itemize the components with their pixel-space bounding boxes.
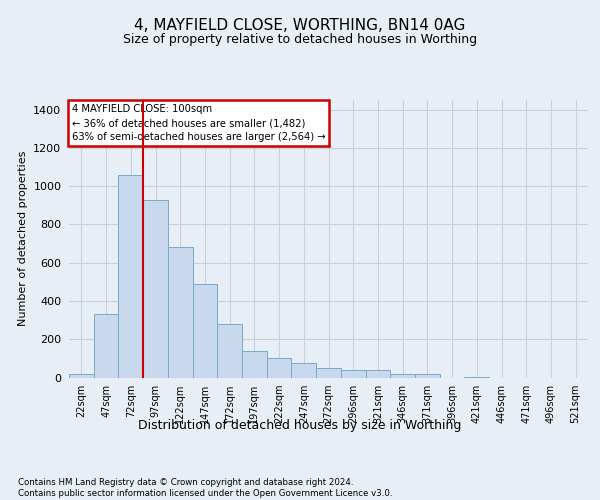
Bar	[69, 374, 94, 378]
Bar	[365, 370, 390, 378]
Text: Contains HM Land Registry data © Crown copyright and database right 2024.
Contai: Contains HM Land Registry data © Crown c…	[18, 478, 392, 498]
Bar	[217, 324, 242, 378]
Text: 4 MAYFIELD CLOSE: 100sqm
← 36% of detached houses are smaller (1,482)
63% of sem: 4 MAYFIELD CLOSE: 100sqm ← 36% of detach…	[71, 104, 325, 142]
Bar	[94, 314, 118, 378]
Bar	[464, 376, 489, 378]
Bar	[341, 370, 365, 378]
Bar	[390, 374, 415, 378]
Text: 4, MAYFIELD CLOSE, WORTHING, BN14 0AG: 4, MAYFIELD CLOSE, WORTHING, BN14 0AG	[134, 18, 466, 32]
Y-axis label: Number of detached properties: Number of detached properties	[17, 151, 28, 326]
Bar	[168, 248, 193, 378]
Bar	[415, 374, 440, 378]
Bar	[143, 200, 168, 378]
Bar	[292, 363, 316, 378]
Bar	[118, 174, 143, 378]
Bar	[193, 284, 217, 378]
Text: Distribution of detached houses by size in Worthing: Distribution of detached houses by size …	[139, 420, 461, 432]
Text: Size of property relative to detached houses in Worthing: Size of property relative to detached ho…	[123, 32, 477, 46]
Bar	[316, 368, 341, 378]
Bar	[267, 358, 292, 378]
Bar	[242, 350, 267, 378]
